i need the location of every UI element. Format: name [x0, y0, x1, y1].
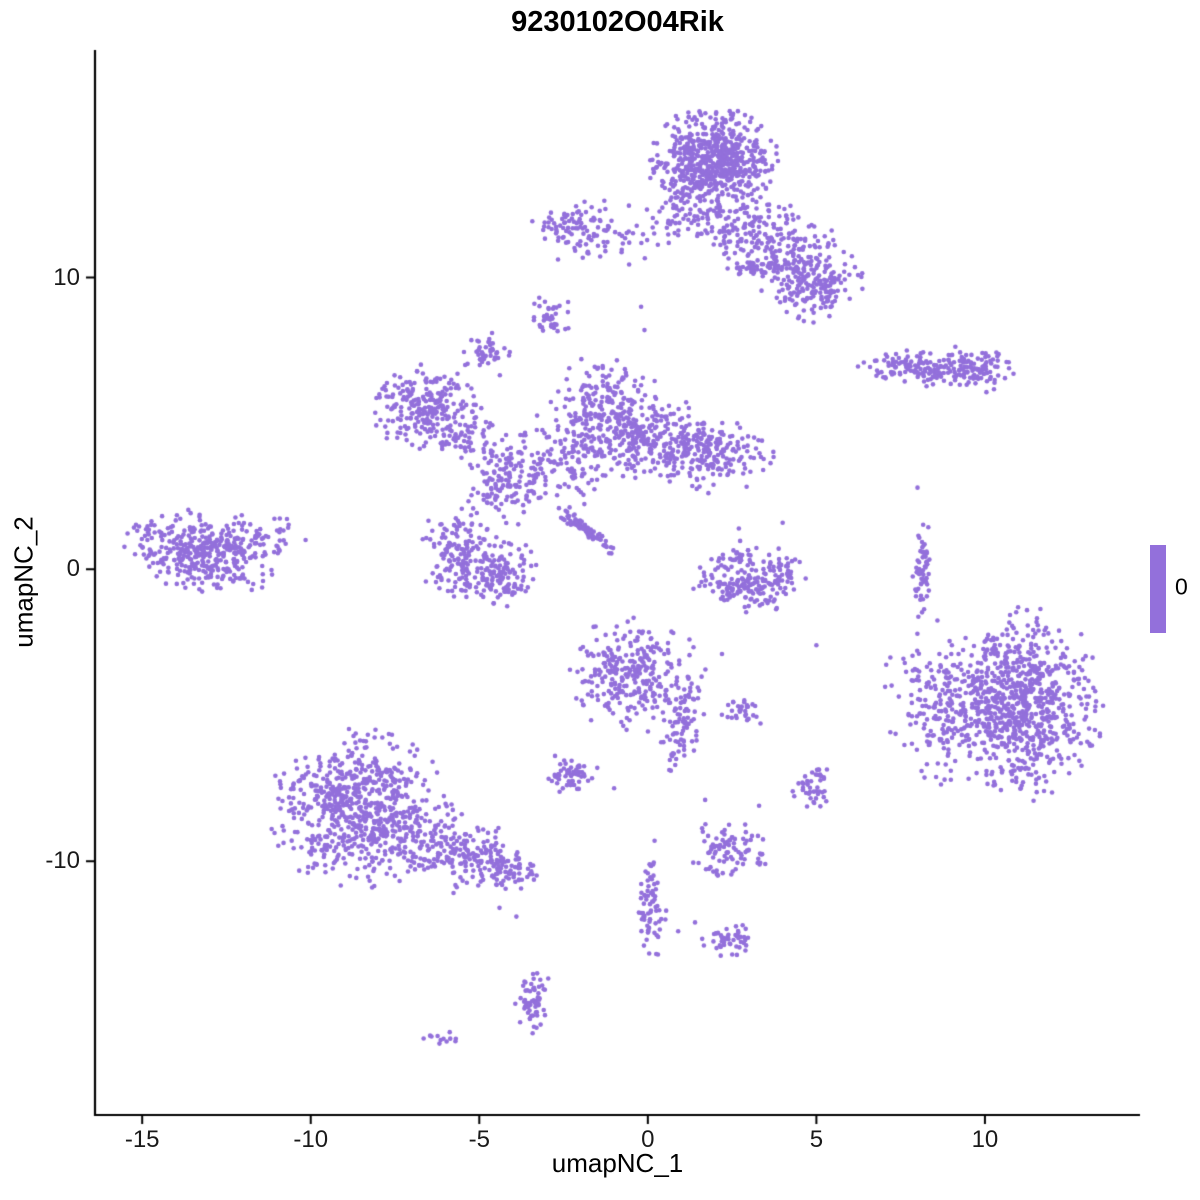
x-tick-label: 5: [809, 1126, 824, 1153]
legend-colorbar: [1150, 545, 1166, 633]
x-tick-label: -10: [293, 1126, 329, 1153]
x-tick-label: -15: [124, 1126, 160, 1153]
x-tick-label: 0: [641, 1126, 655, 1153]
y-tick-label: 10: [53, 263, 80, 291]
y-tick-label: 0: [66, 555, 80, 583]
x-tick-label: 10: [971, 1126, 999, 1153]
x-axis-label: umapNC_1: [551, 1148, 684, 1178]
x-tick-label: -5: [468, 1126, 490, 1153]
legend-value-label: 0: [1175, 573, 1188, 600]
chart-title: 9230102O04Rik: [511, 6, 724, 38]
y-tick-label: -10: [45, 847, 80, 875]
